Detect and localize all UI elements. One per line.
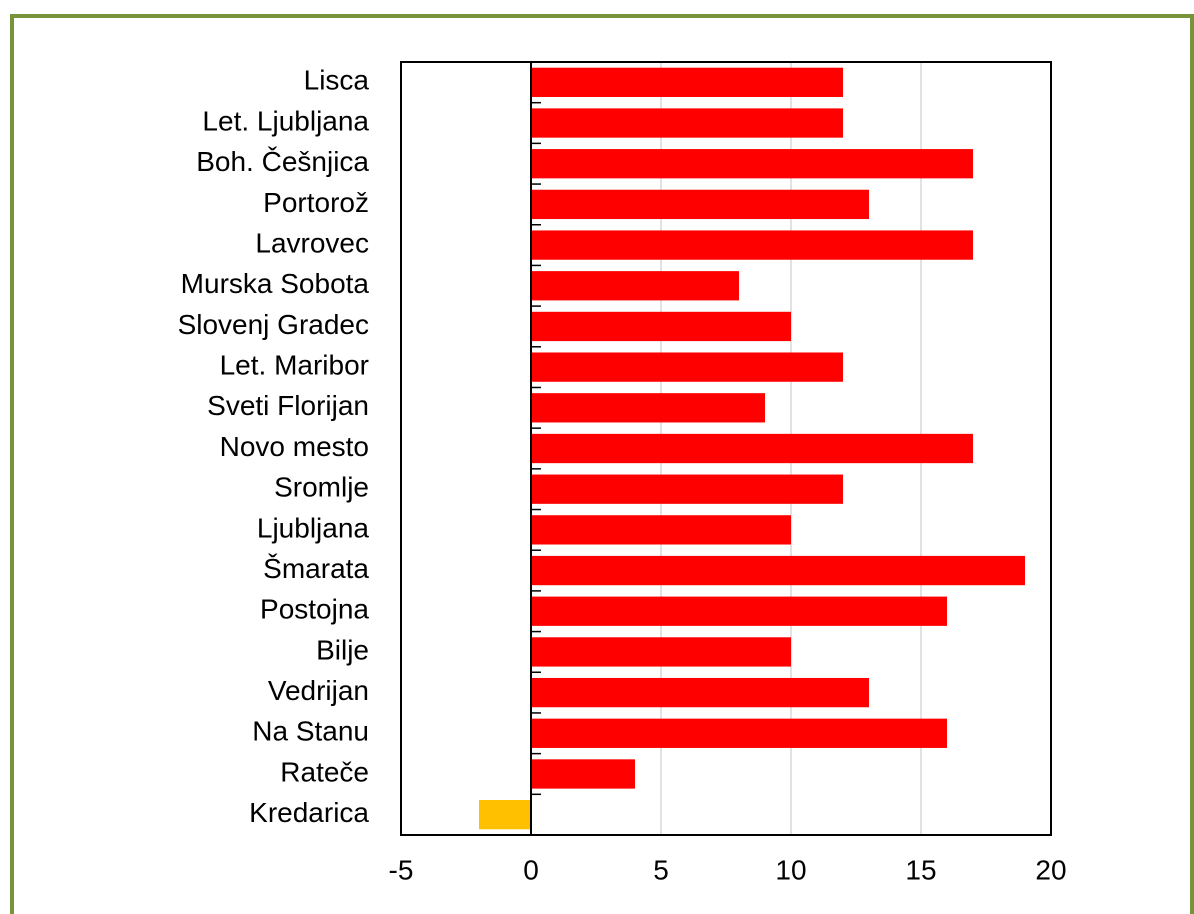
bar bbox=[531, 149, 973, 179]
bar bbox=[531, 677, 869, 708]
bar bbox=[531, 393, 765, 423]
y-tick-label: Portorož bbox=[263, 187, 369, 218]
y-tick-label: Na Stanu bbox=[252, 716, 369, 747]
y-tick-label: Let. Maribor bbox=[220, 350, 369, 381]
bar bbox=[531, 230, 973, 260]
y-tick-label: Vedrijan bbox=[268, 675, 369, 706]
y-tick-label: Lavrovec bbox=[255, 227, 369, 258]
bar bbox=[531, 637, 791, 667]
y-tick-label: Postojna bbox=[260, 594, 369, 625]
x-tick-label: 15 bbox=[905, 854, 936, 885]
bar bbox=[531, 596, 947, 626]
bar bbox=[531, 352, 843, 382]
bar bbox=[531, 311, 791, 342]
x-tick-label: -5 bbox=[389, 854, 414, 885]
y-tick-label: Šmarata bbox=[263, 553, 369, 584]
y-tick-label: Rateče bbox=[280, 756, 369, 787]
x-tick-label: 20 bbox=[1035, 854, 1066, 885]
bar bbox=[531, 67, 843, 97]
y-tick-label: Bilje bbox=[316, 634, 369, 665]
y-tick-label: Kredarica bbox=[249, 797, 369, 828]
bar bbox=[531, 555, 1025, 586]
bar bbox=[531, 515, 791, 545]
y-tick-label: Sveti Florijan bbox=[207, 390, 369, 421]
x-tick-label: 10 bbox=[775, 854, 806, 885]
bar bbox=[531, 108, 843, 138]
bar bbox=[531, 433, 973, 464]
y-tick-label: Novo mesto bbox=[220, 431, 369, 462]
bar bbox=[531, 474, 843, 504]
bar bbox=[531, 718, 947, 748]
y-tick-label: Ljubljana bbox=[257, 512, 370, 543]
bar bbox=[479, 800, 531, 830]
bar bbox=[531, 189, 869, 220]
y-tick-label: Sromlje bbox=[274, 472, 369, 503]
plot-border bbox=[400, 61, 1052, 836]
bar bbox=[531, 271, 739, 301]
x-tick-label: 5 bbox=[653, 854, 669, 885]
y-tick-label: Let. Ljubljana bbox=[202, 105, 369, 136]
y-tick-label: Murska Sobota bbox=[181, 268, 370, 299]
y-tick-label: Boh. Češnjica bbox=[196, 146, 369, 177]
y-tick-label: Lisca bbox=[304, 65, 370, 96]
x-tick-label: 0 bbox=[523, 854, 539, 885]
y-tick-label: Slovenj Gradec bbox=[178, 309, 369, 340]
bar bbox=[531, 759, 635, 789]
